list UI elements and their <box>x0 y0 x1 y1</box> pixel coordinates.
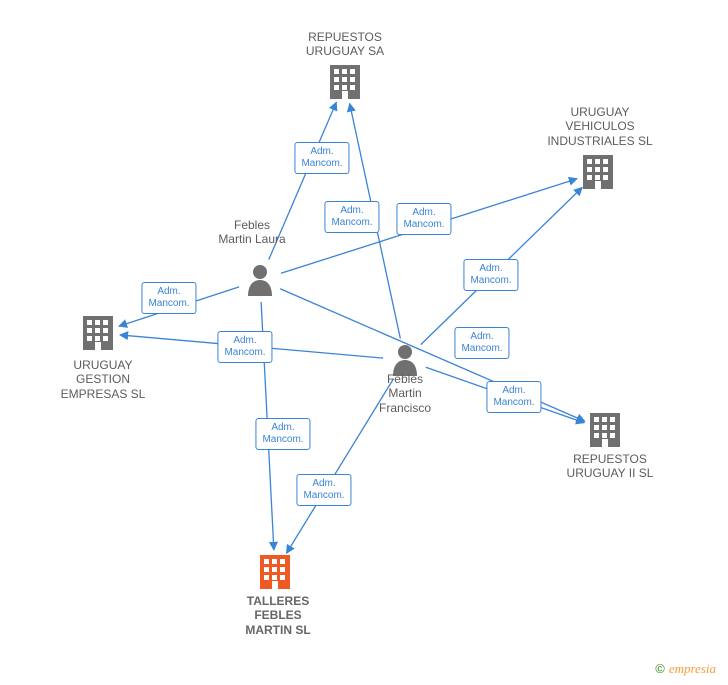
edge-label: Adm. Mancom. <box>463 259 518 291</box>
company-highlight-icon[interactable] <box>260 555 290 589</box>
node-label: TALLERES FEBLES MARTIN SL <box>245 594 310 637</box>
person-icon[interactable] <box>248 265 272 296</box>
edge-label: Adm. Mancom. <box>324 201 379 233</box>
edge-label: Adm. Mancom. <box>294 142 349 174</box>
credit-text: empresia <box>669 661 716 676</box>
credit-symbol: © <box>655 661 665 676</box>
company-icon[interactable] <box>83 316 113 350</box>
node-label: URUGUAY VEHICULOS INDUSTRIALES SL <box>547 105 652 148</box>
edge-label: Adm. Mancom. <box>486 381 541 413</box>
company-icon[interactable] <box>590 413 620 447</box>
edge-label: Adm. Mancom. <box>217 331 272 363</box>
company-icon[interactable] <box>583 155 613 189</box>
edge <box>287 379 394 553</box>
edge-label: Adm. Mancom. <box>255 418 310 450</box>
node-label: URUGUAY GESTION EMPRESAS SL <box>61 358 146 401</box>
node-label: REPUESTOS URUGUAY SA <box>306 30 384 59</box>
edge-label: Adm. Mancom. <box>396 203 451 235</box>
edge-label: Adm. Mancom. <box>141 282 196 314</box>
credit-label: © empresia <box>655 661 716 677</box>
company-icon[interactable] <box>330 65 360 99</box>
node-label: Febles Martin Laura <box>218 218 285 247</box>
edge-label: Adm. Mancom. <box>296 474 351 506</box>
node-label: REPUESTOS URUGUAY II SL <box>567 452 654 481</box>
node-label: Febles Martin Francisco <box>379 372 431 415</box>
edge-label: Adm. Mancom. <box>454 327 509 359</box>
